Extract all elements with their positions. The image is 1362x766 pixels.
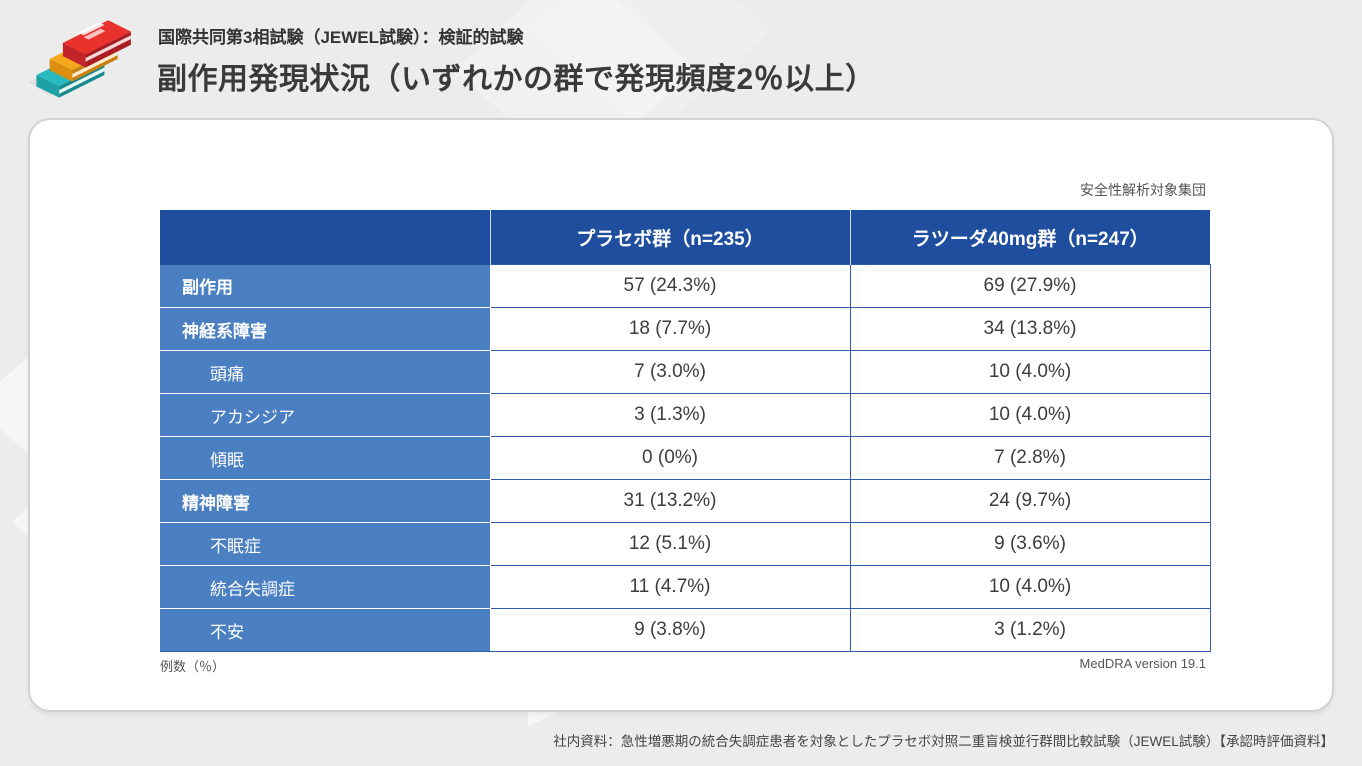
table-row: アカシジア 3 (1.3%) 10 (4.0%) [160, 393, 1211, 437]
adverse-event-table: プラセボ群（n=235） ラツーダ40mg群（n=247） 副作用 57 (24… [160, 210, 1211, 652]
table-row: 精神障害 31 (13.2%) 24 (9.7%) [160, 479, 1211, 523]
table-row: 神経系障害 18 (7.7%) 34 (13.8%) [160, 307, 1211, 351]
placebo-value: 0 (0%) [489, 436, 851, 480]
row-label: 神経系障害 [160, 307, 491, 351]
placebo-value: 9 (3.8%) [489, 608, 851, 652]
placebo-value: 7 (3.0%) [489, 350, 851, 394]
header-cell-placebo: プラセボ群（n=235） [489, 210, 850, 265]
source-citation: 社内資料：急性増悪期の統合失調症患者を対象としたプラセボ対照二重盲検並行群間比較… [553, 734, 1334, 749]
row-label: 精神障害 [160, 479, 491, 523]
slide-subtitle: 国際共同第3相試験（JEWEL試験）：検証的試験 [158, 28, 524, 47]
population-note: 安全性解析対象集団 [1080, 182, 1206, 198]
table-row: 副作用 57 (24.3%) 69 (27.9%) [160, 264, 1211, 308]
adverse-event-table-wrap: プラセボ群（n=235） ラツーダ40mg群（n=247） 副作用 57 (24… [160, 210, 1211, 652]
content-card: 安全性解析対象集団 プラセボ群（n=235） ラツーダ40mg群（n=247） … [28, 118, 1334, 712]
placebo-value: 3 (1.3%) [489, 393, 851, 437]
placebo-value: 57 (24.3%) [489, 264, 851, 308]
table-row: 頭痛 7 (3.0%) 10 (4.0%) [160, 350, 1211, 394]
page-title: 副作用発現状況（いずれかの群で発現頻度2％以上） [157, 63, 876, 96]
lurasidone-value: 24 (9.7%) [849, 479, 1211, 523]
row-label: アカシジア [160, 393, 491, 437]
lurasidone-value: 69 (27.9%) [849, 264, 1211, 308]
lurasidone-value: 10 (4.0%) [849, 350, 1211, 394]
row-label: 頭痛 [160, 350, 491, 394]
lurasidone-value: 10 (4.0%) [849, 565, 1211, 609]
unit-note: 例数（％） [160, 659, 226, 674]
table-row: 傾眠 0 (0%) 7 (2.8%) [160, 436, 1211, 480]
placebo-value: 11 (4.7%) [489, 565, 851, 609]
row-label: 不安 [160, 608, 491, 652]
row-label: 不眠症 [160, 522, 491, 566]
lurasidone-value: 9 (3.6%) [849, 522, 1211, 566]
books-stack-logo-icon [28, 20, 131, 98]
placebo-value: 12 (5.1%) [489, 522, 851, 566]
lurasidone-value: 3 (1.2%) [849, 608, 1211, 652]
table-row: 統合失調症 11 (4.7%) 10 (4.0%) [160, 565, 1211, 609]
table-row: 不安 9 (3.8%) 3 (1.2%) [160, 608, 1211, 652]
row-label: 傾眠 [160, 436, 491, 480]
lurasidone-value: 10 (4.0%) [849, 393, 1211, 437]
lurasidone-value: 7 (2.8%) [849, 436, 1211, 480]
row-label: 副作用 [160, 264, 491, 308]
table-header-row: プラセボ群（n=235） ラツーダ40mg群（n=247） [160, 210, 1210, 265]
table-row: 不眠症 12 (5.1%) 9 (3.6%) [160, 522, 1211, 566]
header-cell-empty [160, 210, 490, 265]
lurasidone-value: 34 (13.8%) [849, 307, 1211, 351]
row-label: 統合失調症 [160, 565, 491, 609]
placebo-value: 31 (13.2%) [489, 479, 851, 523]
header-cell-lurasidone: ラツーダ40mg群（n=247） [849, 210, 1210, 265]
placebo-value: 18 (7.7%) [489, 307, 851, 351]
meddra-version-note: MedDRA version 19.1 [1079, 656, 1206, 671]
